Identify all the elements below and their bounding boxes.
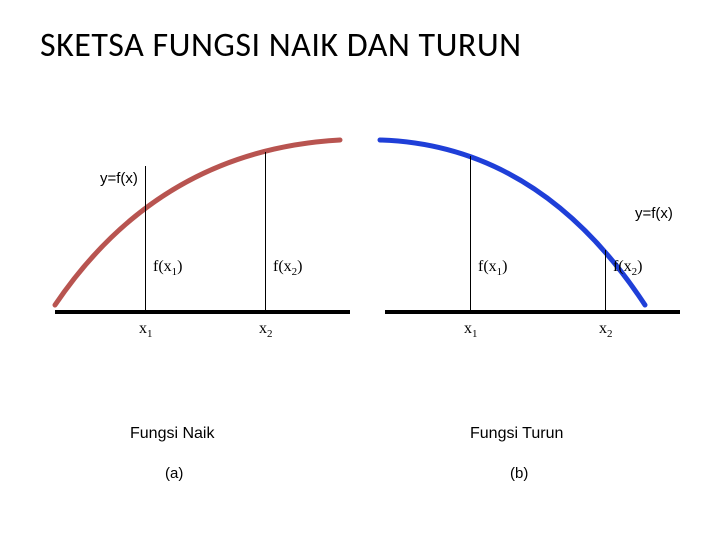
label-fx1-right: f(x1) [478, 258, 507, 278]
label-fx2-left: f(x2) [273, 258, 302, 278]
label-fx1-left: f(x1) [153, 258, 182, 278]
curve-label-left: y=f(x) [100, 170, 138, 187]
vline-x1-left [145, 166, 146, 310]
page-title: SKETSA FUNGSI NAIK DAN TURUN [40, 25, 522, 66]
sublabel-right: (b) [510, 465, 528, 482]
sublabel-left: (a) [165, 465, 183, 482]
label-x1-left: x1 [139, 320, 153, 340]
curve-increasing [60, 130, 360, 390]
x-axis-right [385, 310, 680, 314]
vline-x2-left [265, 152, 266, 310]
diagram-decreasing: f(x1) f(x2) x1 x2 y=f(x) [390, 130, 690, 390]
caption-left: Fungsi Naik [130, 425, 214, 443]
vline-x1-right [470, 156, 471, 310]
curve-label-right: y=f(x) [635, 205, 673, 222]
label-fx2-right: f(x2) [613, 258, 642, 278]
diagram-area: f(x1) f(x2) x1 x2 y=f(x) f(x1) f(x2) x1 … [0, 130, 720, 410]
label-x1-right: x1 [464, 320, 478, 340]
label-x2-right: x2 [599, 320, 613, 340]
curve-decreasing [390, 130, 690, 390]
label-x2-left: x2 [259, 320, 273, 340]
x-axis-left [55, 310, 350, 314]
diagram-increasing: f(x1) f(x2) x1 x2 y=f(x) [60, 130, 360, 390]
vline-x2-right [605, 250, 606, 310]
caption-right: Fungsi Turun [470, 425, 563, 443]
